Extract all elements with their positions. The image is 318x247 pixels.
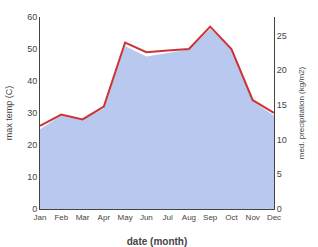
svg-text:Dec: Dec [267,213,281,222]
svg-text:Jul: Jul [163,213,173,222]
svg-text:0: 0 [32,204,37,214]
svg-text:60: 60 [27,12,37,22]
svg-text:10: 10 [27,172,37,182]
svg-text:max temp (C): max temp (C) [4,86,14,141]
svg-text:20: 20 [27,140,37,150]
svg-text:15: 15 [277,100,287,110]
svg-text:date (month): date (month) [127,236,188,247]
svg-text:Nov: Nov [246,213,260,222]
svg-text:25: 25 [277,31,287,41]
svg-text:30: 30 [27,108,37,118]
svg-text:Feb: Feb [54,213,68,222]
svg-text:10: 10 [277,135,287,145]
svg-text:Jan: Jan [34,213,47,222]
svg-text:20: 20 [277,65,287,75]
svg-text:Aug: Aug [182,213,196,222]
svg-text:Jun: Jun [140,213,153,222]
svg-text:50: 50 [27,44,37,54]
svg-text:0: 0 [277,204,282,214]
svg-text:Mar: Mar [76,213,90,222]
svg-text:Apr: Apr [98,213,111,222]
svg-text:med. precipitation (kg/m2): med. precipitation (kg/m2) [297,66,306,159]
svg-text:Oct: Oct [225,213,238,222]
svg-text:Sep: Sep [203,213,218,222]
svg-text:40: 40 [27,76,37,86]
svg-text:May: May [118,213,133,222]
svg-text:5: 5 [277,169,282,179]
